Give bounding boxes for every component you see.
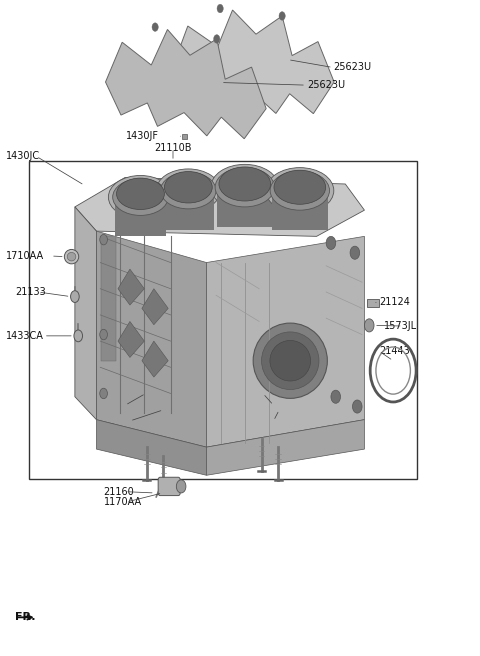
- Ellipse shape: [117, 178, 164, 209]
- Bar: [181, 134, 187, 139]
- Polygon shape: [101, 236, 116, 361]
- Circle shape: [74, 330, 83, 342]
- Circle shape: [350, 246, 360, 259]
- Polygon shape: [96, 420, 206, 476]
- Circle shape: [279, 12, 285, 20]
- Circle shape: [100, 234, 108, 245]
- Polygon shape: [118, 321, 144, 358]
- Circle shape: [331, 390, 340, 403]
- Text: 25623U: 25623U: [333, 62, 372, 72]
- Ellipse shape: [113, 178, 168, 215]
- Text: 21115D: 21115D: [104, 416, 142, 426]
- Polygon shape: [173, 10, 334, 113]
- Text: 21443: 21443: [379, 346, 409, 356]
- Polygon shape: [206, 236, 364, 447]
- Polygon shape: [75, 177, 364, 236]
- Ellipse shape: [262, 332, 319, 390]
- Circle shape: [352, 400, 362, 413]
- Ellipse shape: [270, 171, 329, 210]
- Polygon shape: [115, 197, 166, 236]
- Text: 21115E: 21115E: [99, 400, 136, 410]
- Text: 1573JL: 1573JL: [384, 321, 417, 331]
- Polygon shape: [118, 269, 144, 305]
- Circle shape: [100, 388, 108, 399]
- Text: 21110B: 21110B: [154, 143, 192, 153]
- Circle shape: [364, 319, 374, 332]
- Bar: [29, 161, 417, 479]
- Text: 1430JC: 1430JC: [6, 152, 41, 161]
- Polygon shape: [106, 30, 266, 139]
- Ellipse shape: [64, 249, 79, 264]
- Circle shape: [176, 480, 186, 493]
- Ellipse shape: [67, 253, 76, 261]
- Circle shape: [217, 5, 223, 12]
- Polygon shape: [272, 190, 327, 230]
- Ellipse shape: [274, 171, 325, 204]
- Polygon shape: [75, 207, 96, 420]
- Ellipse shape: [266, 168, 334, 213]
- Ellipse shape: [160, 173, 216, 209]
- Bar: [367, 299, 379, 307]
- Text: 21133: 21133: [15, 287, 46, 297]
- Circle shape: [100, 329, 108, 340]
- Polygon shape: [96, 231, 206, 447]
- Text: 1710AA: 1710AA: [6, 251, 45, 261]
- Text: 1430JF: 1430JF: [126, 131, 158, 141]
- Polygon shape: [162, 190, 214, 230]
- Text: FR.: FR.: [15, 612, 36, 623]
- Text: 22124B: 22124B: [245, 400, 283, 410]
- Circle shape: [71, 291, 79, 302]
- Ellipse shape: [253, 323, 327, 398]
- Ellipse shape: [211, 165, 279, 210]
- Polygon shape: [142, 341, 168, 377]
- Circle shape: [214, 35, 220, 43]
- Text: 21124: 21124: [379, 297, 409, 307]
- FancyBboxPatch shape: [158, 478, 180, 495]
- Ellipse shape: [108, 175, 172, 218]
- Polygon shape: [142, 289, 168, 325]
- Ellipse shape: [215, 168, 275, 207]
- Polygon shape: [217, 187, 273, 226]
- Ellipse shape: [164, 172, 212, 203]
- Ellipse shape: [270, 340, 311, 381]
- Circle shape: [152, 23, 158, 31]
- Polygon shape: [206, 420, 364, 476]
- Text: 21114: 21114: [245, 416, 276, 426]
- Text: 1170AA: 1170AA: [104, 497, 142, 507]
- Text: 25623U: 25623U: [307, 80, 345, 90]
- Text: 1433CA: 1433CA: [6, 331, 44, 341]
- Text: 21160: 21160: [104, 487, 134, 497]
- Circle shape: [326, 236, 336, 249]
- Ellipse shape: [156, 169, 220, 212]
- Ellipse shape: [219, 167, 271, 201]
